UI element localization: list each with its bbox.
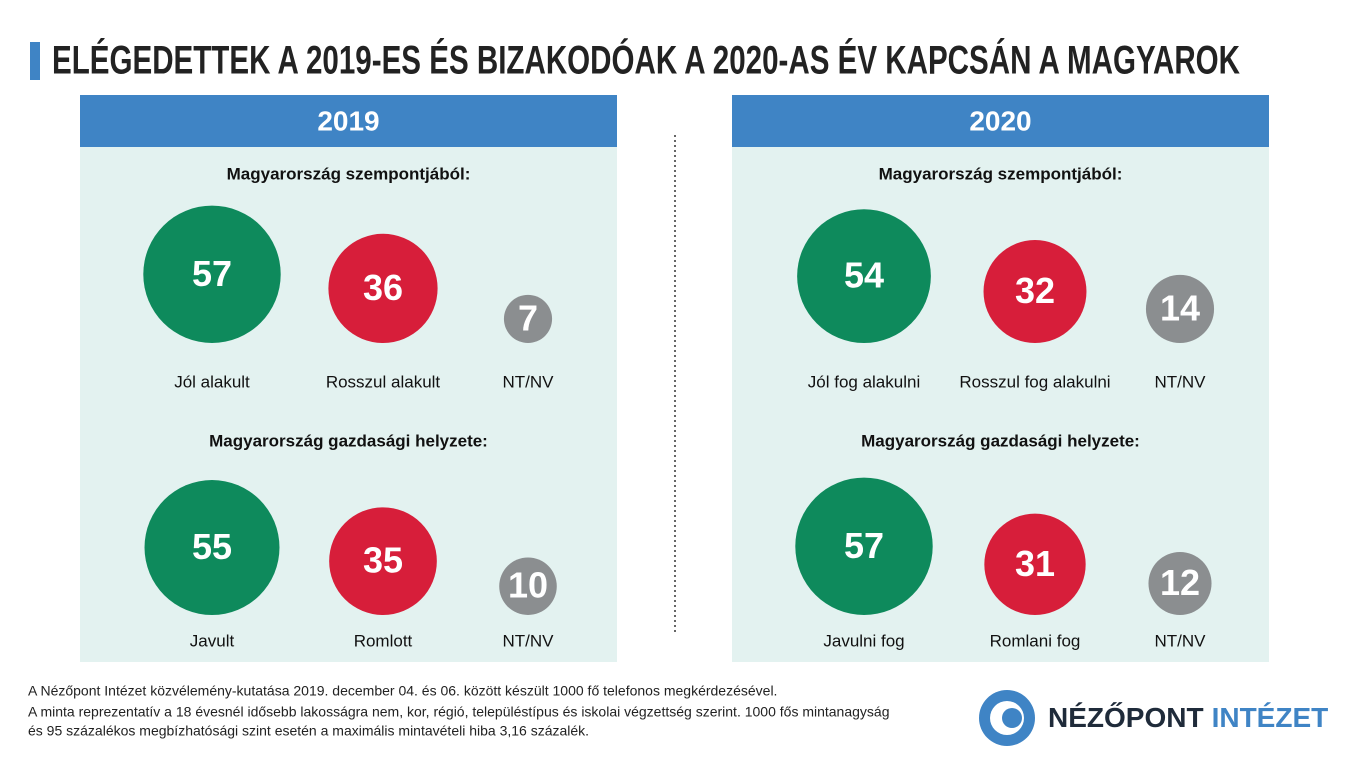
bubble <box>503 294 553 344</box>
bubble-value: 12 <box>1160 562 1200 603</box>
panels: 2019 Magyarország szempontjából: 57 Jól ala… <box>80 95 1269 662</box>
bubble-value: 54 <box>844 255 884 296</box>
bubble <box>984 513 1086 616</box>
bubble-label: Rosszul fog alakulni <box>959 372 1110 391</box>
bubble-label: Romlani fog <box>990 631 1081 650</box>
section-heading: Magyarország gazdasági helyzete: <box>209 431 488 450</box>
bubble-label: NT/NV <box>1155 372 1207 391</box>
logo-suffix: INTÉZET <box>1212 702 1329 733</box>
title: ELÉGEDETTEK A 2019-ES ÉS BIZAKODÓAK A 20… <box>52 37 1240 83</box>
bubble <box>1148 551 1212 615</box>
section-heading: Magyarország szempontjából: <box>879 164 1123 183</box>
bubble-value: 10 <box>508 565 548 606</box>
bubble <box>328 233 438 343</box>
bubble-label: Romlott <box>354 631 413 650</box>
footnote-line: és 95 százalékos megbízhatósági szint es… <box>28 723 589 739</box>
logo-name: NÉZŐPONT INTÉZET <box>1048 702 1328 733</box>
bubble-label: NT/NV <box>1155 631 1207 650</box>
bubble-value: 57 <box>844 525 884 566</box>
bubble-value: 36 <box>363 267 403 308</box>
panel-header <box>732 95 1269 147</box>
bubble <box>1145 274 1215 344</box>
bubble <box>329 507 437 615</box>
bubble-label: NT/NV <box>503 372 555 391</box>
logo: NÉZŐPONT INTÉZET <box>979 690 1328 746</box>
bubble <box>144 480 280 615</box>
bubble-label: Jól fog alakulni <box>808 372 920 391</box>
footnote-line: A minta reprezentatív a 18 évesnél időse… <box>28 704 890 720</box>
panel-header <box>80 95 617 147</box>
bubble-label: Javulni fog <box>823 631 904 650</box>
panel-header-text: 2019 <box>317 105 379 136</box>
bubble-label: Jól alakult <box>174 372 250 391</box>
bubble <box>795 477 933 615</box>
bubble-label: Javult <box>190 631 235 650</box>
bubble-value: 57 <box>192 253 232 294</box>
bubble <box>797 209 931 343</box>
bubble-value: 55 <box>192 526 232 567</box>
bubble-value: 7 <box>518 297 538 338</box>
section-heading: Magyarország gazdasági helyzete: <box>861 431 1140 450</box>
bubble-label: Rosszul alakult <box>326 372 441 391</box>
panel-header-text: 2020 <box>969 105 1031 136</box>
footnote-line: A Nézőpont Intézet közvélemény-kutatása … <box>28 683 777 699</box>
logo-icon <box>1002 708 1022 728</box>
bubble-value: 14 <box>1160 287 1200 328</box>
bubble <box>983 240 1087 343</box>
bubble-label: NT/NV <box>503 631 555 650</box>
section-heading: Magyarország szempontjából: <box>227 164 471 183</box>
bubble-value: 31 <box>1015 543 1055 584</box>
bubble <box>143 205 281 343</box>
title-accent <box>30 42 40 80</box>
logo-name: NÉZŐPONT <box>1048 702 1204 733</box>
bubble <box>499 557 557 615</box>
bubble-value: 35 <box>363 540 403 581</box>
bubble-value: 32 <box>1015 270 1055 311</box>
